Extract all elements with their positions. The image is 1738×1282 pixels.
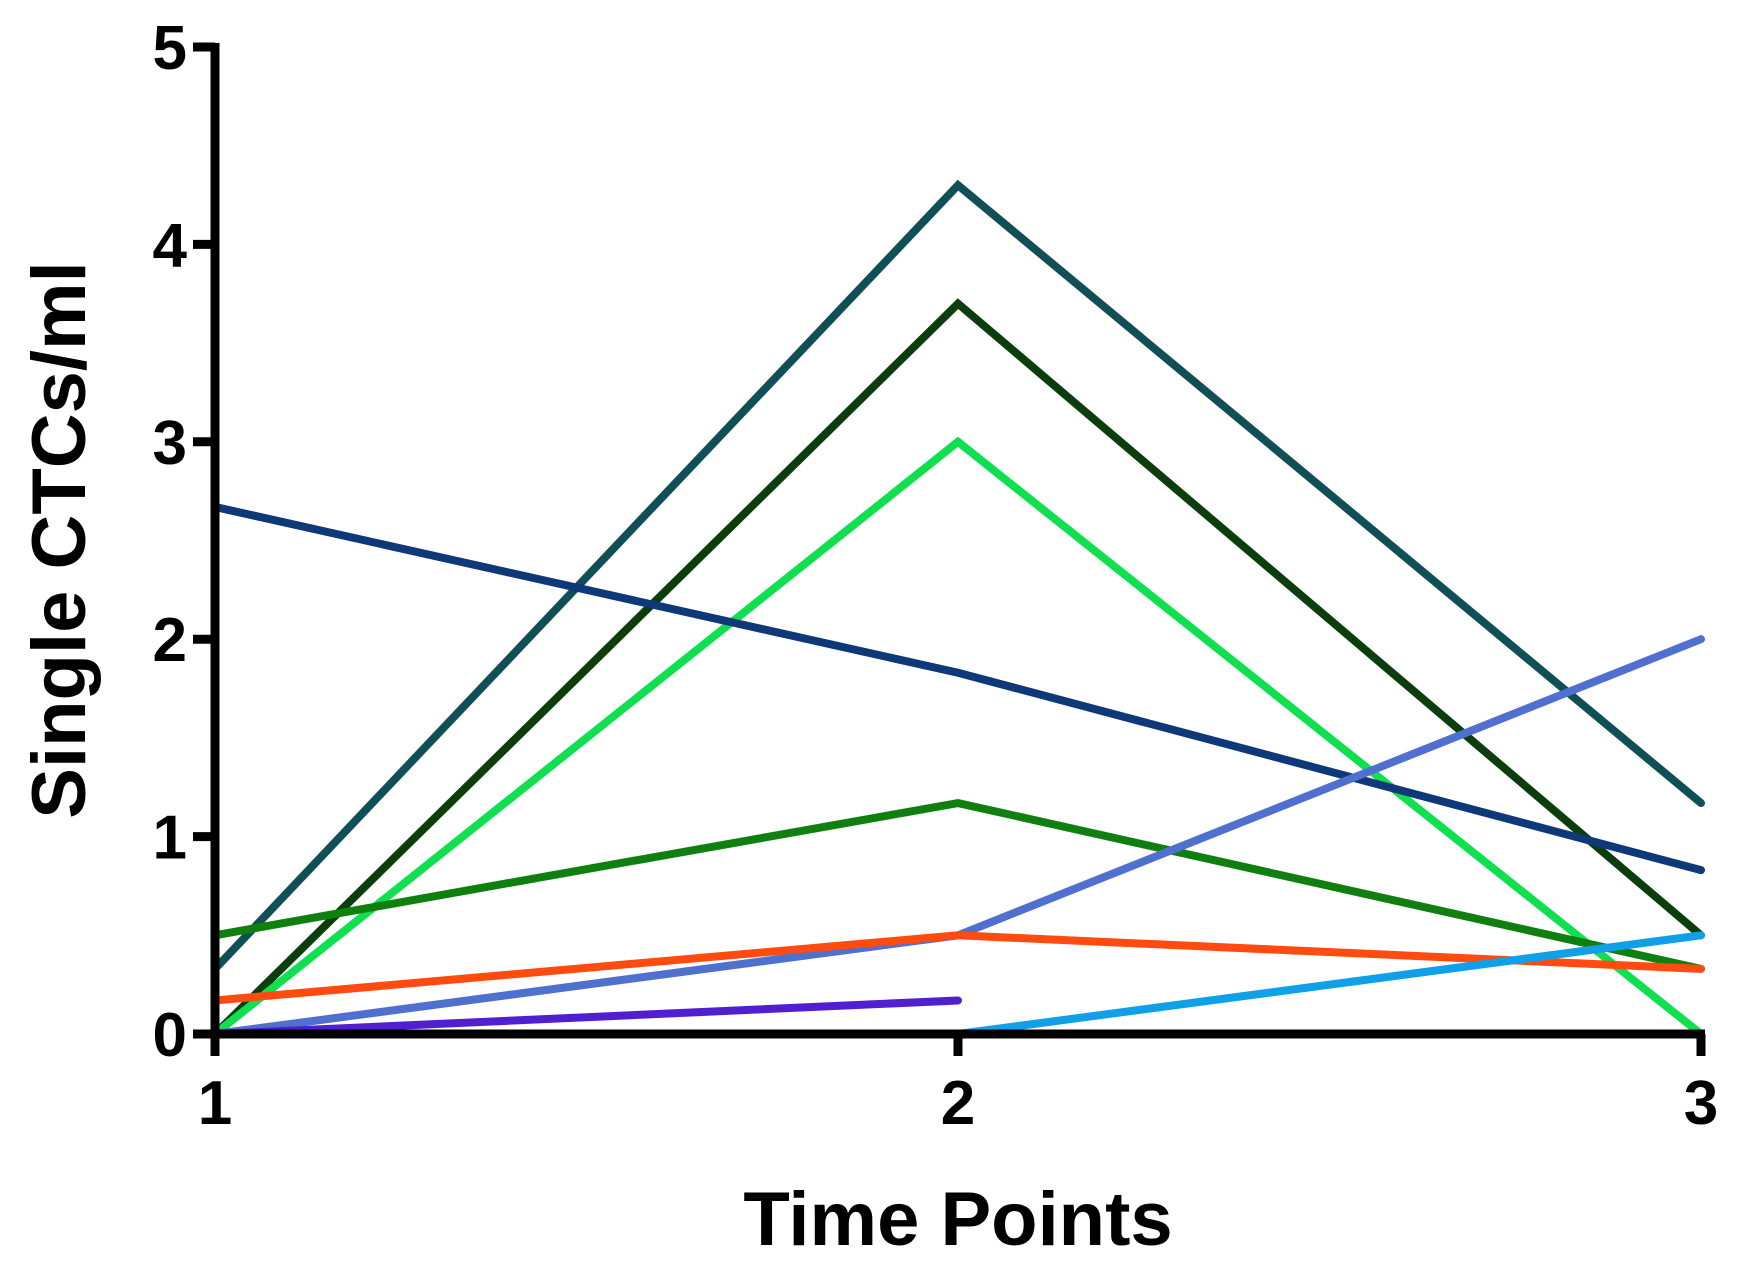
series-line — [211, 179, 1705, 973]
series-line — [211, 502, 1705, 875]
series-line — [211, 798, 1705, 973]
x-tick-label: 2 — [941, 1069, 975, 1138]
y-tick-label: 4 — [153, 211, 188, 280]
series-line — [211, 635, 1705, 1038]
y-tick-label: 3 — [153, 409, 187, 478]
y-tick-label: 1 — [153, 804, 187, 873]
series-line — [211, 436, 1705, 1038]
series-line — [211, 931, 1705, 1005]
x-tick-label: 3 — [1684, 1069, 1718, 1138]
x-tick-label: 1 — [198, 1069, 232, 1138]
y-tick-label: 2 — [153, 606, 187, 675]
x-axis-label: Time Points — [743, 1177, 1172, 1262]
series-line — [211, 298, 1705, 1038]
y-tick-label: 0 — [153, 1001, 187, 1070]
series-line — [211, 996, 962, 1038]
y-tick-label: 5 — [153, 14, 187, 83]
y-axis-label: Single CTCs/ml — [17, 261, 102, 818]
